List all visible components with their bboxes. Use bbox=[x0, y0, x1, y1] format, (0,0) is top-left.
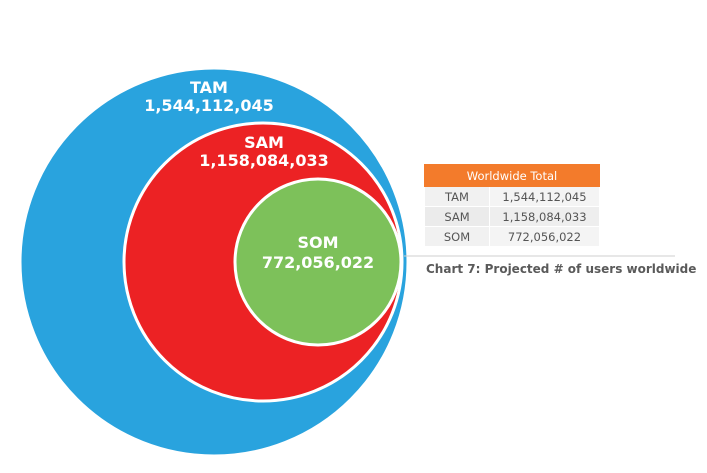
row-value: 1,544,112,045 bbox=[489, 186, 600, 207]
worldwide-total-table: Worldwide Total TAM 1,544,112,045 SAM 1,… bbox=[424, 164, 600, 247]
table-row: SOM 772,056,022 bbox=[424, 226, 600, 247]
sam-label: SAM bbox=[244, 133, 284, 152]
som-value: 772,056,022 bbox=[262, 253, 374, 272]
row-name: SAM bbox=[424, 206, 490, 227]
tam-value: 1,544,112,045 bbox=[144, 96, 274, 115]
row-name: SOM bbox=[424, 226, 490, 247]
som-label: SOM bbox=[297, 233, 338, 252]
row-value: 1,158,084,033 bbox=[489, 206, 600, 227]
sam-value: 1,158,084,033 bbox=[199, 151, 329, 170]
table-row: SAM 1,158,084,033 bbox=[424, 206, 600, 227]
row-name: TAM bbox=[424, 186, 490, 207]
table-header: Worldwide Total bbox=[424, 164, 600, 187]
chart-caption: Chart 7: Projected # of users worldwide bbox=[426, 262, 697, 276]
row-value: 772,056,022 bbox=[489, 226, 600, 247]
tam-label: TAM bbox=[190, 78, 228, 97]
som-circle bbox=[233, 177, 403, 347]
table-row: TAM 1,544,112,045 bbox=[424, 186, 600, 207]
table-header-row: Worldwide Total bbox=[424, 164, 600, 187]
